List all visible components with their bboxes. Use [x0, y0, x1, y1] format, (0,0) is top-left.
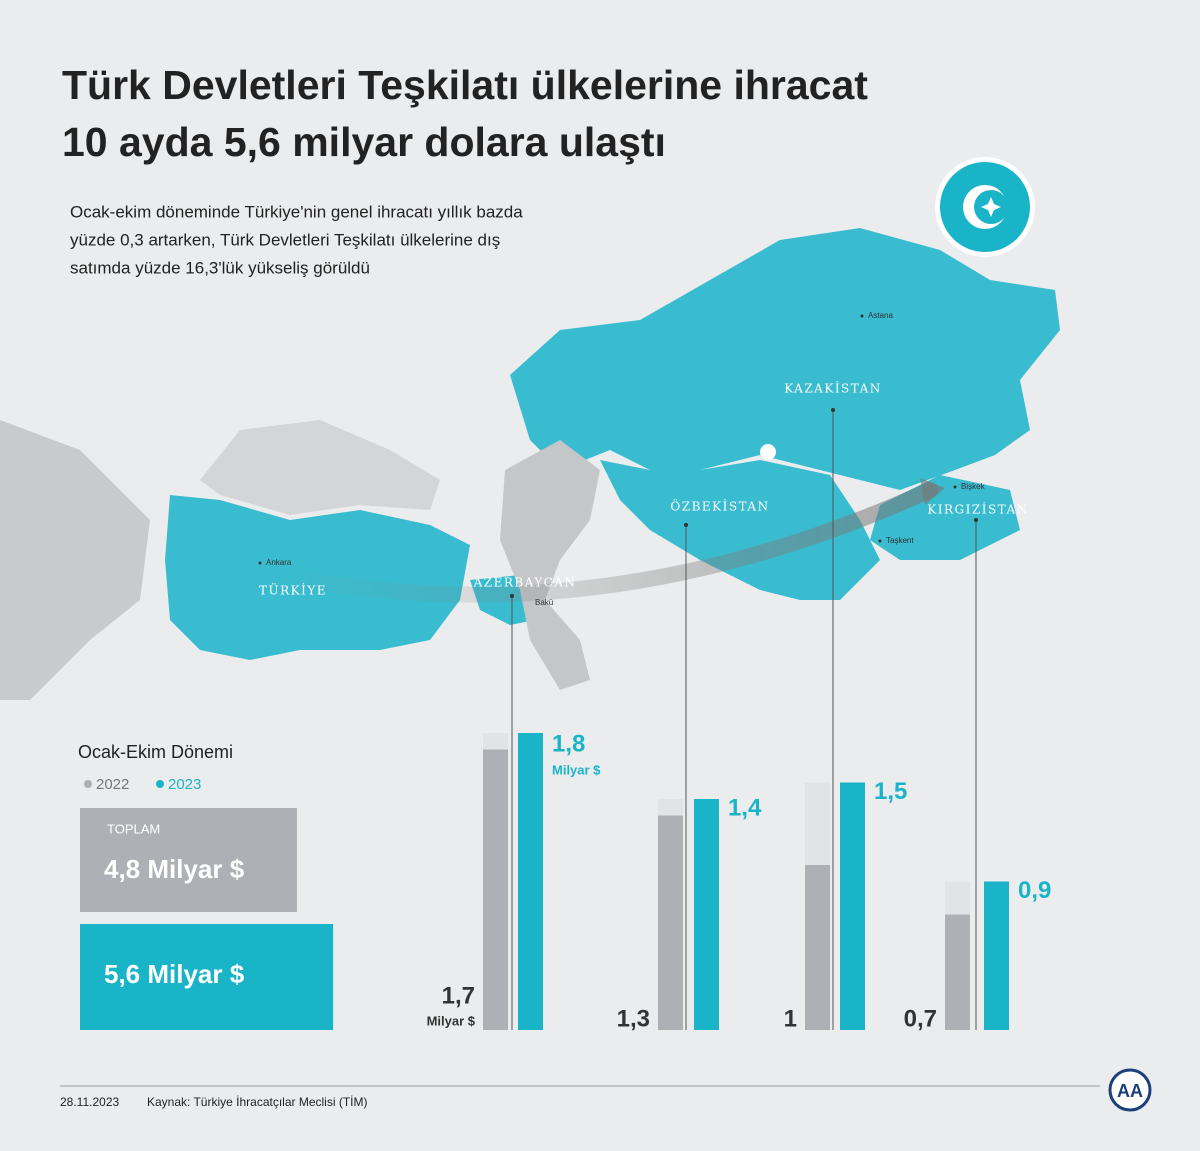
leader-dot: [831, 408, 835, 412]
leader-dot: [974, 518, 978, 522]
legend-dot: [156, 780, 164, 788]
sea: [0, 420, 150, 700]
value-label: 1,8: [552, 730, 585, 757]
city-label: Bişkek: [961, 482, 986, 491]
legend-label: 2022: [96, 776, 129, 793]
total-value: 4,8 Milyar $: [104, 854, 245, 884]
total-value: 5,6 Milyar $: [104, 959, 245, 989]
bar: [518, 733, 543, 1030]
period-label: Ocak-Ekim Dönemi: [78, 742, 233, 762]
leader-dot: [684, 523, 688, 527]
aa-mark: AA: [1117, 1081, 1143, 1101]
value-label: 1,7: [442, 982, 475, 1009]
country-label: AZERBAYCAN: [473, 576, 577, 590]
value-label: 1,5: [874, 778, 907, 805]
caspian-sea: [500, 440, 600, 690]
subtitle: yüzde 0,3 artarken, Türk Devletleri Teşk…: [70, 230, 500, 249]
aa-logo: AA: [1108, 1068, 1152, 1112]
title: Türk Devletleri Teşkilatı ülkelerine ihr…: [62, 62, 868, 108]
city-label: Taşkent: [886, 536, 914, 545]
bar: [945, 914, 970, 1030]
subtitle: satımda yüzde 16,3'lük yükseliş görüldü: [70, 258, 370, 277]
country-label: KAZAKİSTAN: [784, 381, 882, 396]
logo-star: [981, 197, 1001, 217]
value-label: 1,4: [728, 794, 762, 821]
unit-label: Milyar $: [552, 762, 601, 777]
value-label: 0,9: [1018, 877, 1051, 904]
value-label: 1,3: [617, 1005, 650, 1032]
city-label: Bakü: [535, 598, 553, 607]
unit-label: Milyar $: [427, 1013, 476, 1028]
source: Kaynak: Türkiye İhracatçılar Meclisi (Tİ…: [147, 1095, 368, 1109]
bar: [483, 749, 508, 1030]
city-label: Ankara: [266, 558, 292, 567]
legend-label: 2023: [168, 776, 201, 793]
city-dot: [860, 314, 864, 318]
city-dot: [258, 561, 262, 565]
total-bar: [80, 924, 334, 1030]
arrow-head: [920, 478, 945, 505]
country-label: KIRGIZİSTAN: [927, 502, 1028, 517]
total-bar: [80, 808, 297, 912]
subtitle: Ocak-ekim döneminde Türkiye'nin genel ih…: [70, 202, 523, 221]
city-dot: [878, 539, 882, 543]
date: 28.11.2023: [60, 1095, 119, 1109]
aa-ring: [1108, 1068, 1152, 1112]
value-label: 0,7: [904, 1005, 937, 1032]
lake: [760, 444, 776, 460]
value-label: 1: [784, 1005, 797, 1032]
bar: [984, 881, 1009, 1030]
kazakhstan: [510, 228, 1060, 490]
total-label: TOPLAM: [107, 821, 160, 836]
bar: [805, 865, 830, 1030]
city-dot: [953, 485, 957, 489]
bar: [658, 815, 683, 1030]
country-label: ÖZBEKİSTAN: [670, 498, 769, 514]
uzbekistan: [600, 460, 880, 600]
map: [0, 228, 1060, 700]
bar: [840, 782, 865, 1030]
trade-arrow: [272, 482, 938, 603]
country-label: TÜRKİYE: [259, 582, 327, 598]
black-sea: [200, 420, 440, 515]
city-label: Astana: [868, 311, 893, 320]
bar: [694, 799, 719, 1030]
title: 10 ayda 5,6 milyar dolara ulaştı: [62, 119, 666, 165]
leader-dot: [510, 594, 514, 598]
tdt-logo: [935, 157, 1035, 257]
legend-dot: [84, 780, 92, 788]
